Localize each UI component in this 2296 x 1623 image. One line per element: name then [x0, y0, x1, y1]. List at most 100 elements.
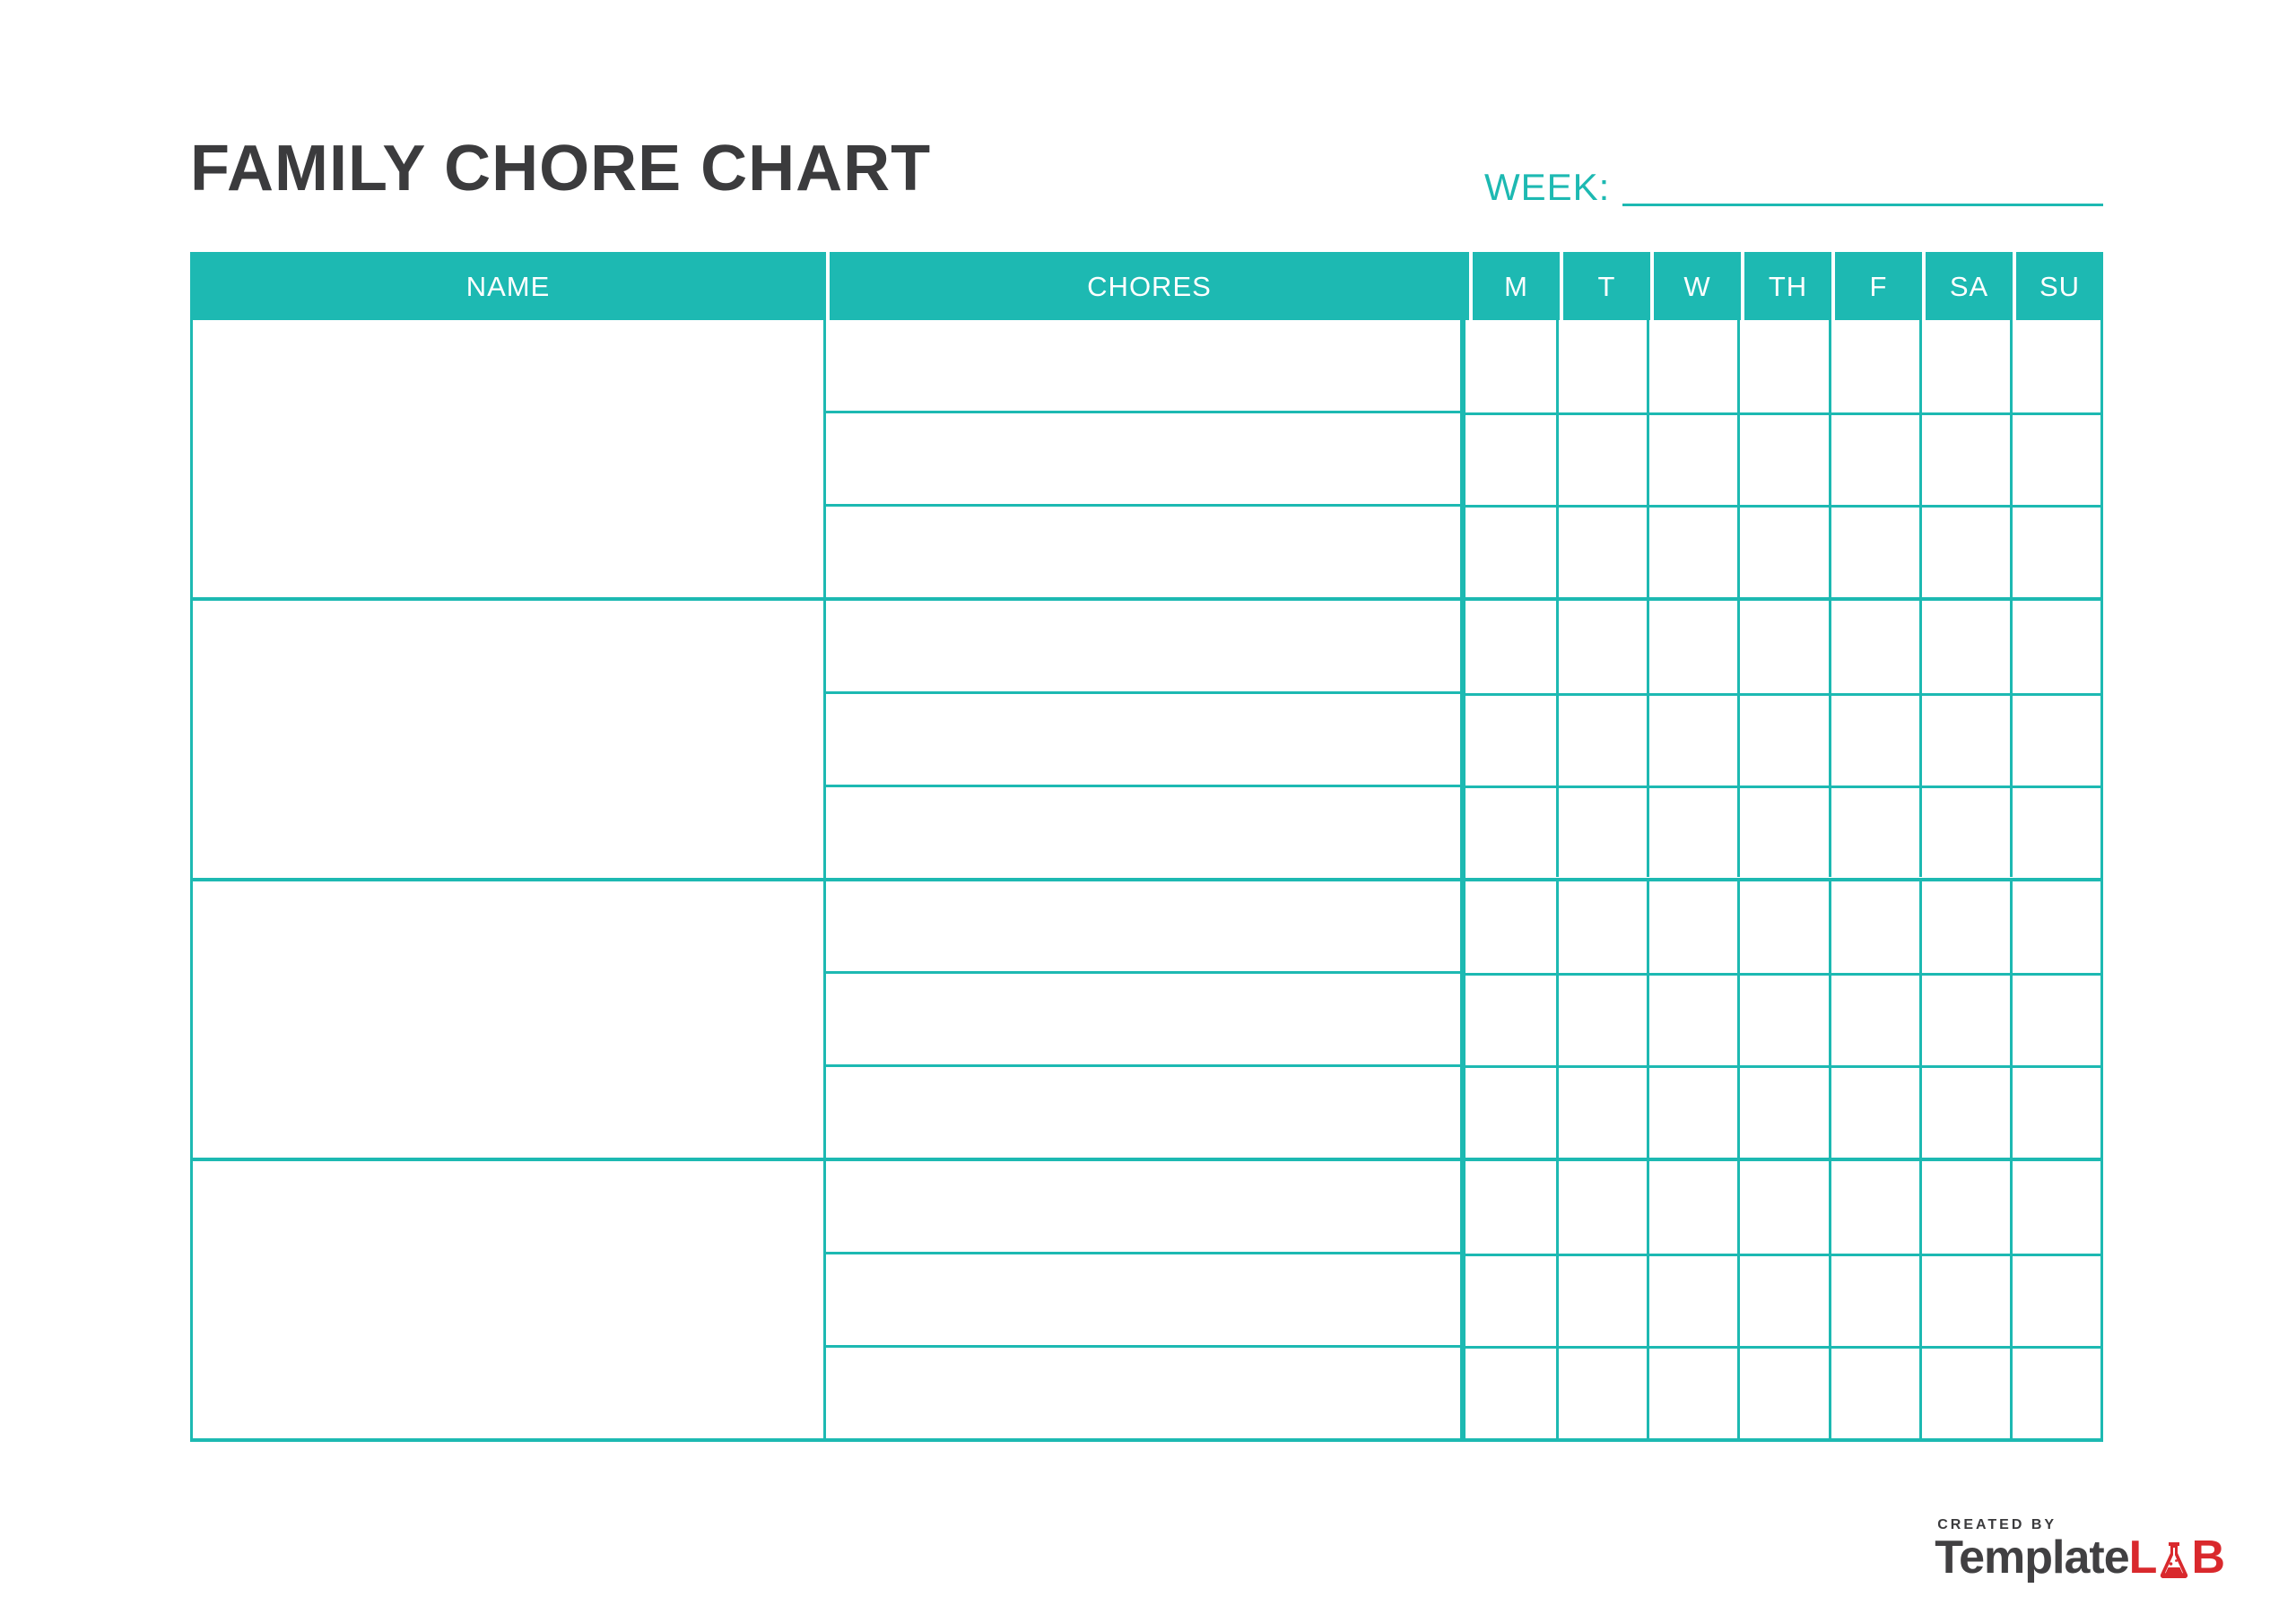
- day-check-cell-m[interactable]: [1465, 1346, 1557, 1438]
- day-check-cell-t[interactable]: [1556, 412, 1648, 505]
- chore-input-cell[interactable]: [826, 410, 1460, 504]
- name-input-cell[interactable]: [193, 881, 826, 1159]
- day-check-cell-w[interactable]: [1647, 504, 1738, 597]
- day-check-cell-f[interactable]: [1828, 973, 1919, 1066]
- day-check-cell-w[interactable]: [1647, 412, 1738, 505]
- day-check-cell-w[interactable]: [1647, 692, 1738, 785]
- day-check-cell-f[interactable]: [1828, 1065, 1919, 1159]
- day-check-cell-w[interactable]: [1647, 1065, 1738, 1159]
- chore-input-cell[interactable]: [826, 1252, 1460, 1345]
- chore-input-cell[interactable]: [826, 503, 1460, 597]
- day-check-cell-f[interactable]: [1828, 412, 1919, 505]
- day-check-cell-th[interactable]: [1737, 881, 1828, 974]
- day-check-cell-t[interactable]: [1556, 692, 1648, 785]
- day-check-cell-f[interactable]: [1828, 881, 1919, 974]
- day-check-cell-w[interactable]: [1647, 785, 1738, 878]
- day-check-cell-m[interactable]: [1465, 412, 1557, 505]
- day-check-cell-sa[interactable]: [1918, 412, 2010, 505]
- day-check-cell-sa[interactable]: [1918, 1254, 2010, 1347]
- day-check-cell-f[interactable]: [1828, 504, 1919, 597]
- day-check-cell-m[interactable]: [1465, 692, 1557, 785]
- day-check-cell-sa[interactable]: [1918, 504, 2010, 597]
- day-check-cell-su[interactable]: [2009, 412, 2100, 505]
- day-check-cell-m[interactable]: [1465, 973, 1557, 1065]
- day-check-cell-sa[interactable]: [1918, 785, 2010, 878]
- name-input-cell[interactable]: [193, 320, 826, 597]
- day-check-cell-th[interactable]: [1737, 973, 1829, 1066]
- chore-input-cell[interactable]: [826, 601, 1460, 691]
- day-check-cell-sa[interactable]: [1918, 692, 2010, 785]
- day-check-cell-w[interactable]: [1647, 881, 1737, 974]
- day-check-cell-t[interactable]: [1556, 1346, 1648, 1438]
- day-check-cell-su[interactable]: [2009, 973, 2100, 1066]
- chore-input-cell[interactable]: [826, 1345, 1460, 1438]
- day-check-cell-th[interactable]: [1737, 412, 1829, 505]
- day-check-cell-su[interactable]: [2009, 1346, 2100, 1438]
- chore-input-cell[interactable]: [826, 690, 1460, 785]
- day-check-cell-f[interactable]: [1828, 1346, 1919, 1438]
- day-check-cell-w[interactable]: [1647, 600, 1737, 693]
- day-check-cell-m[interactable]: [1465, 504, 1557, 597]
- day-check-cell-sa[interactable]: [1918, 1346, 2010, 1438]
- chore-input-cell[interactable]: [826, 784, 1460, 878]
- day-check-cell-sa[interactable]: [1918, 320, 2010, 412]
- day-check-cell-su[interactable]: [2009, 504, 2100, 597]
- day-check-cell-th[interactable]: [1737, 1065, 1829, 1159]
- day-check-cell-w[interactable]: [1647, 973, 1738, 1066]
- day-check-cell-f[interactable]: [1828, 320, 1919, 412]
- chore-input-cell[interactable]: [826, 971, 1460, 1064]
- day-check-cell-t[interactable]: [1556, 881, 1647, 974]
- name-input-cell[interactable]: [193, 600, 826, 878]
- day-check-cell-su[interactable]: [2009, 785, 2100, 878]
- day-check-cell-f[interactable]: [1828, 1254, 1919, 1347]
- day-check-cell-su[interactable]: [2009, 692, 2100, 785]
- day-check-cell-sa[interactable]: [1918, 1161, 2010, 1254]
- day-check-cell-sa[interactable]: [1918, 881, 2010, 974]
- chore-input-cell[interactable]: [826, 1064, 1460, 1158]
- day-check-cell-w[interactable]: [1647, 1346, 1738, 1438]
- day-check-cell-th[interactable]: [1737, 1254, 1829, 1347]
- day-check-cell-sa[interactable]: [1918, 1065, 2010, 1159]
- day-check-cell-f[interactable]: [1828, 692, 1919, 785]
- day-check-cell-th[interactable]: [1737, 1346, 1829, 1438]
- day-check-cell-th[interactable]: [1737, 320, 1828, 412]
- week-input-line[interactable]: [1622, 170, 2103, 206]
- day-check-cell-m[interactable]: [1465, 1065, 1557, 1158]
- day-check-cell-w[interactable]: [1647, 1254, 1738, 1347]
- day-check-cell-f[interactable]: [1828, 600, 1919, 693]
- day-check-cell-f[interactable]: [1828, 1161, 1919, 1254]
- day-check-cell-su[interactable]: [2009, 320, 2100, 412]
- day-check-cell-th[interactable]: [1737, 600, 1828, 693]
- day-check-cell-t[interactable]: [1556, 1065, 1648, 1159]
- day-check-cell-t[interactable]: [1556, 1254, 1648, 1347]
- day-check-cell-m[interactable]: [1465, 881, 1556, 974]
- day-check-cell-th[interactable]: [1737, 1161, 1828, 1254]
- day-check-cell-su[interactable]: [2009, 1254, 2100, 1347]
- name-input-cell[interactable]: [193, 1161, 826, 1438]
- day-check-cell-m[interactable]: [1465, 1254, 1557, 1346]
- day-check-cell-t[interactable]: [1556, 785, 1648, 878]
- day-check-cell-m[interactable]: [1465, 785, 1557, 878]
- day-check-cell-t[interactable]: [1556, 973, 1648, 1066]
- day-check-cell-t[interactable]: [1556, 504, 1648, 597]
- day-check-cell-t[interactable]: [1556, 600, 1647, 693]
- chore-input-cell[interactable]: [826, 881, 1460, 972]
- day-check-cell-m[interactable]: [1465, 320, 1556, 412]
- day-check-cell-t[interactable]: [1556, 1161, 1647, 1254]
- day-check-cell-sa[interactable]: [1918, 973, 2010, 1066]
- day-check-cell-sa[interactable]: [1918, 600, 2010, 693]
- day-check-cell-su[interactable]: [2009, 1161, 2100, 1254]
- day-check-cell-th[interactable]: [1737, 504, 1829, 597]
- day-check-cell-w[interactable]: [1647, 1161, 1737, 1254]
- day-check-cell-f[interactable]: [1828, 785, 1919, 878]
- day-check-cell-su[interactable]: [2009, 1065, 2100, 1159]
- day-check-cell-t[interactable]: [1556, 320, 1647, 412]
- day-check-cell-su[interactable]: [2009, 600, 2100, 693]
- day-check-cell-m[interactable]: [1465, 601, 1556, 693]
- day-check-cell-w[interactable]: [1647, 320, 1737, 412]
- chore-input-cell[interactable]: [826, 320, 1460, 411]
- day-check-cell-m[interactable]: [1465, 1161, 1556, 1254]
- day-check-cell-su[interactable]: [2009, 881, 2100, 974]
- day-check-cell-th[interactable]: [1737, 785, 1829, 878]
- day-check-cell-th[interactable]: [1737, 692, 1829, 785]
